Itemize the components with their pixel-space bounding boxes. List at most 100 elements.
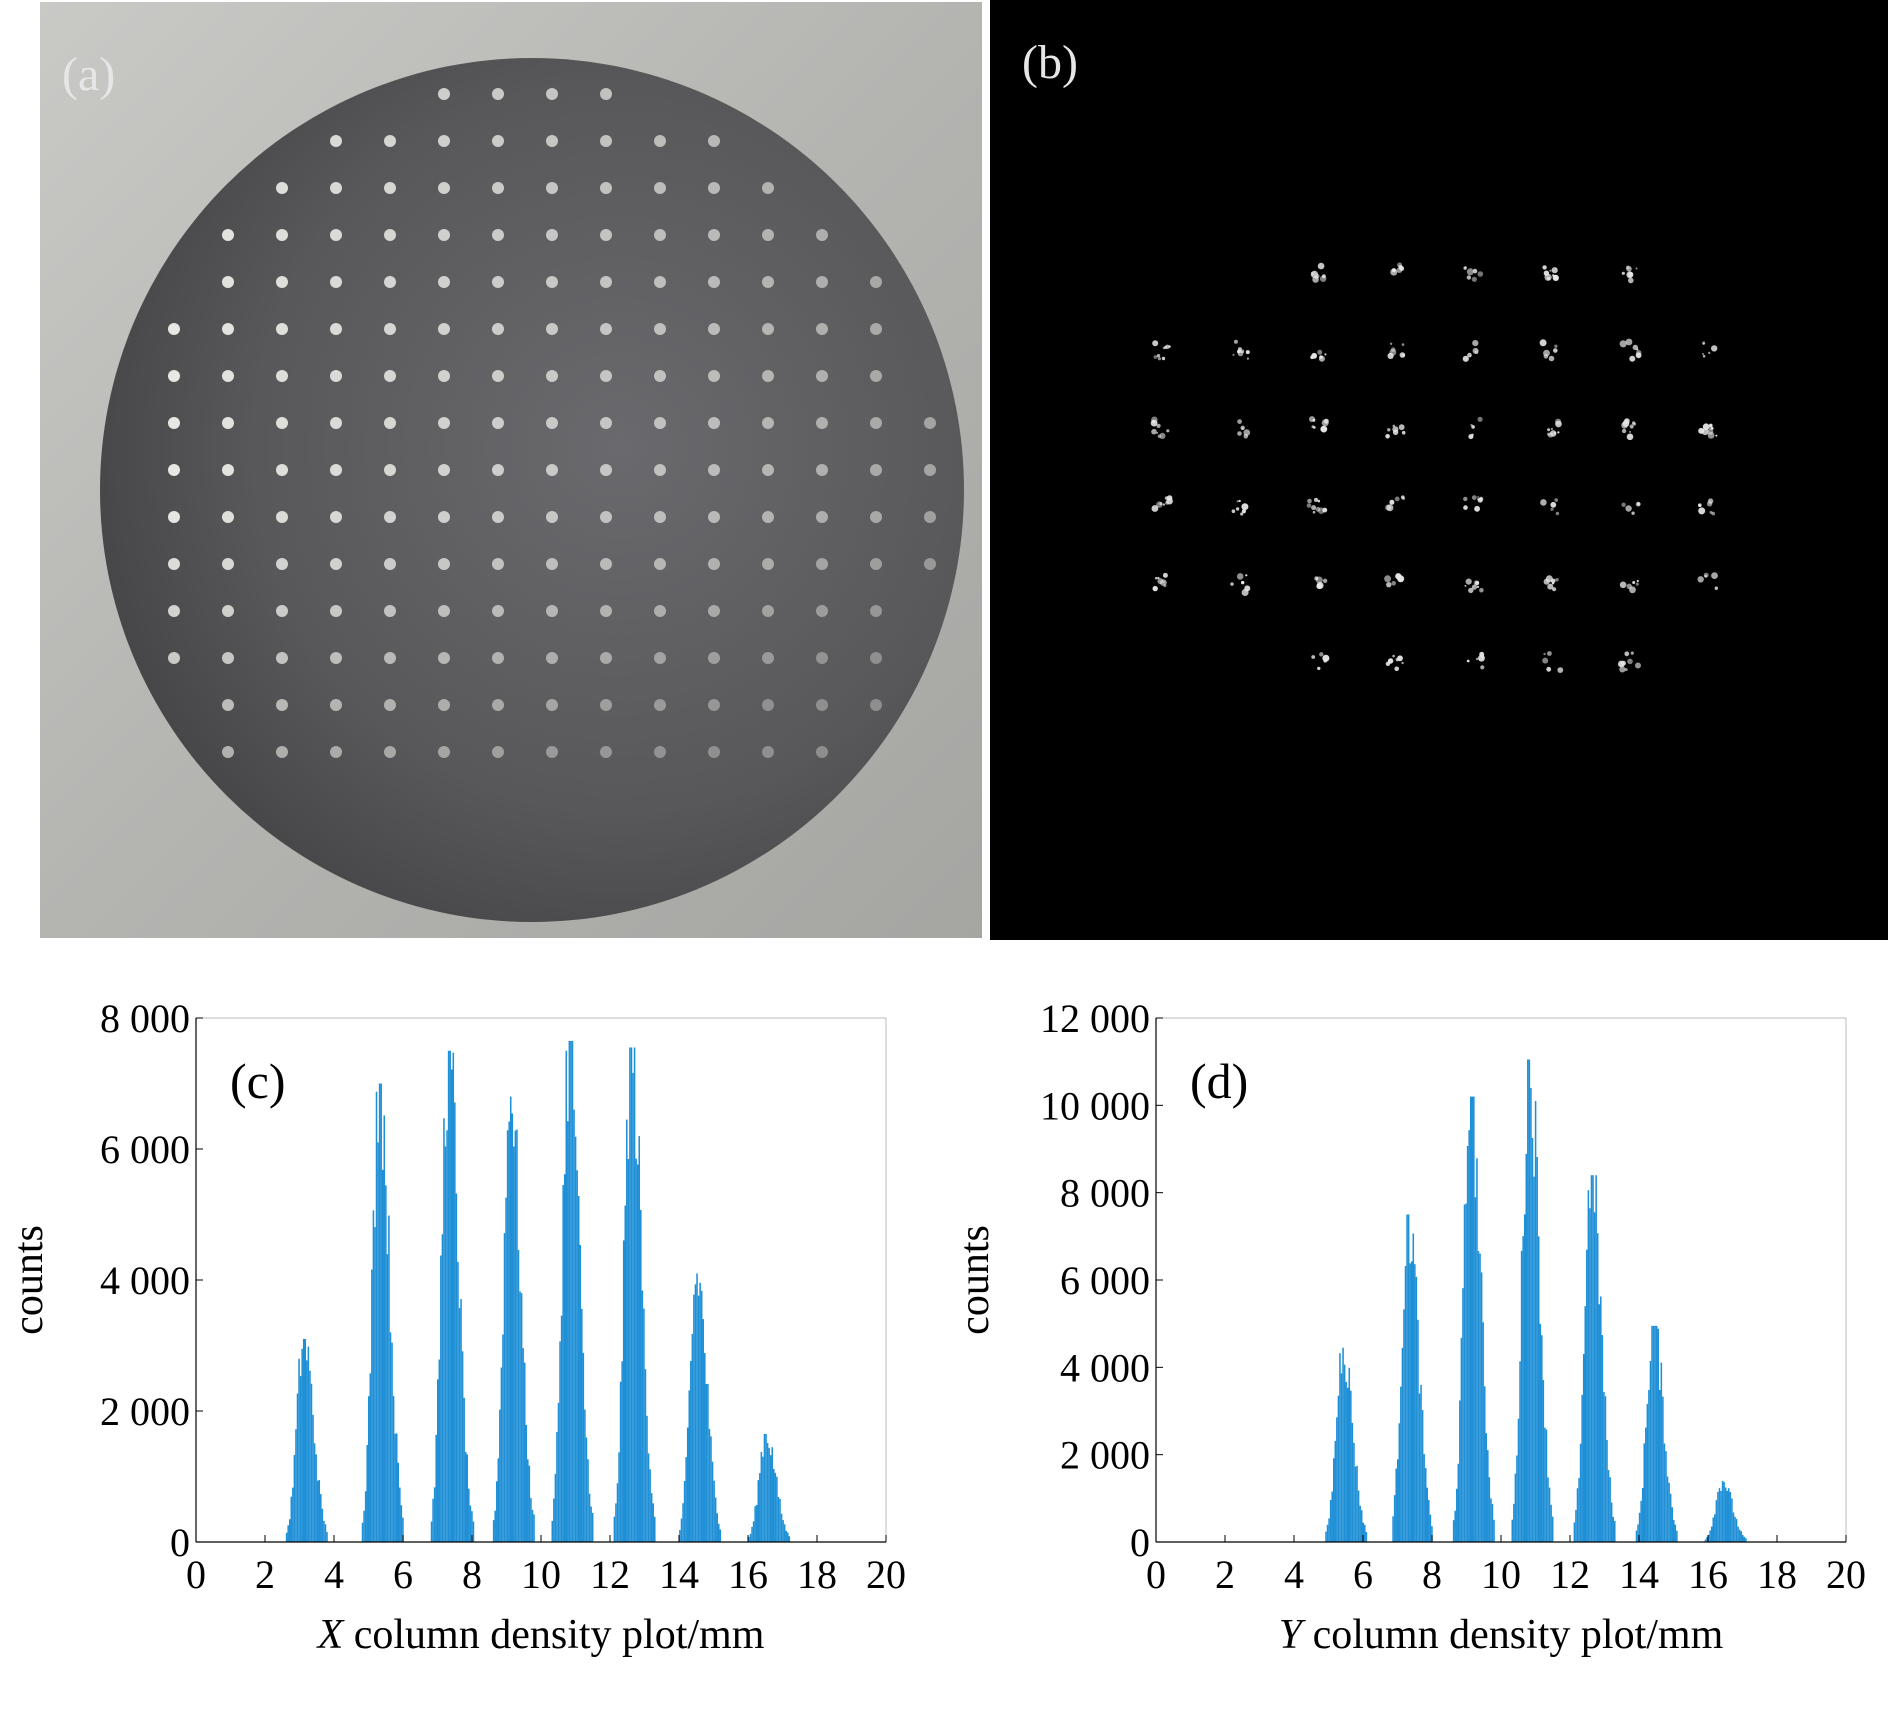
bar [1589, 1208, 1591, 1542]
bar [638, 1136, 641, 1542]
bar [1469, 1096, 1472, 1542]
bar [574, 1136, 577, 1542]
photo-panel-b: (b) [990, 0, 1888, 940]
bar [363, 1510, 365, 1542]
plate-hole [870, 276, 882, 288]
bar [1660, 1362, 1663, 1542]
light-spot [1463, 495, 1484, 512]
bar [1493, 1519, 1495, 1542]
bar [570, 1040, 572, 1542]
bar [1468, 1130, 1470, 1542]
bar [1360, 1510, 1363, 1542]
plate-hole [384, 229, 396, 241]
plate-hole [600, 699, 612, 711]
bar [383, 1115, 386, 1542]
bar [528, 1465, 531, 1542]
bar [310, 1383, 313, 1542]
bar [780, 1513, 783, 1542]
bar [576, 1170, 578, 1542]
plate-hole [708, 699, 720, 711]
bar [771, 1447, 774, 1542]
bar [293, 1454, 296, 1542]
bar [508, 1121, 510, 1542]
bar [402, 1517, 404, 1542]
bar [694, 1284, 697, 1542]
bar [705, 1383, 708, 1542]
bar [619, 1381, 622, 1542]
bar [1732, 1512, 1735, 1542]
bar [1573, 1522, 1576, 1542]
bar [714, 1497, 717, 1542]
light-spot [1618, 651, 1641, 673]
bar [1527, 1059, 1529, 1542]
plate-hole [276, 652, 288, 664]
bar [1325, 1531, 1327, 1542]
plate-hole [600, 323, 612, 335]
plate-hole [870, 605, 882, 617]
light-spot [1232, 339, 1250, 360]
bar [710, 1436, 712, 1542]
bar [716, 1513, 718, 1542]
plate-hole [492, 182, 504, 194]
plate-hole [870, 370, 882, 382]
plate-hole [708, 746, 720, 758]
bar [312, 1414, 314, 1542]
bar [1334, 1440, 1337, 1542]
bar [588, 1493, 591, 1542]
bar [649, 1469, 651, 1542]
plate-hole [222, 464, 234, 476]
bar [636, 1164, 639, 1542]
plate-hole [492, 88, 504, 100]
bar [646, 1415, 648, 1542]
bar [316, 1480, 319, 1542]
bar [563, 1174, 566, 1542]
bar [1353, 1442, 1355, 1542]
bar [618, 1452, 620, 1542]
bar [1354, 1466, 1357, 1542]
bar [1473, 1096, 1475, 1542]
bar [682, 1503, 684, 1542]
histogram-peak [1452, 1096, 1495, 1542]
plate-hole [708, 558, 720, 570]
bar [380, 1083, 382, 1542]
bar [1400, 1386, 1402, 1542]
bar [531, 1509, 534, 1542]
bar [1418, 1393, 1421, 1542]
bar [1601, 1335, 1604, 1542]
plate-hole [384, 746, 396, 758]
plate-hole [222, 511, 234, 523]
bar [1342, 1347, 1344, 1542]
bar [514, 1130, 517, 1542]
plate-hole [438, 699, 450, 711]
bar [1643, 1443, 1646, 1542]
bar [1525, 1153, 1528, 1542]
x-tick-label: 0 [186, 1552, 206, 1597]
bar [466, 1454, 469, 1542]
bar [553, 1498, 555, 1542]
bar [1674, 1524, 1677, 1542]
bar [525, 1424, 528, 1542]
bar [1743, 1536, 1746, 1542]
bar [1606, 1439, 1608, 1542]
bar [774, 1472, 777, 1542]
bar [679, 1530, 681, 1542]
bar [786, 1532, 789, 1542]
plate-hole [222, 558, 234, 570]
bar [1578, 1478, 1580, 1542]
bar [320, 1494, 322, 1542]
light-spot [1150, 416, 1170, 439]
x-tick-label: 14 [659, 1552, 699, 1597]
light-spot [1387, 342, 1406, 359]
plate-hole [924, 511, 936, 523]
bar [1735, 1518, 1738, 1542]
bar [568, 1040, 571, 1542]
histogram-peak [679, 1273, 722, 1542]
bar [1463, 1204, 1466, 1542]
light-spot [1621, 501, 1641, 515]
bar [697, 1295, 700, 1542]
bar [647, 1453, 650, 1542]
plate-hole [600, 558, 612, 570]
plate-hole [546, 558, 558, 570]
plate-hole [168, 464, 180, 476]
plate-hole [600, 182, 612, 194]
